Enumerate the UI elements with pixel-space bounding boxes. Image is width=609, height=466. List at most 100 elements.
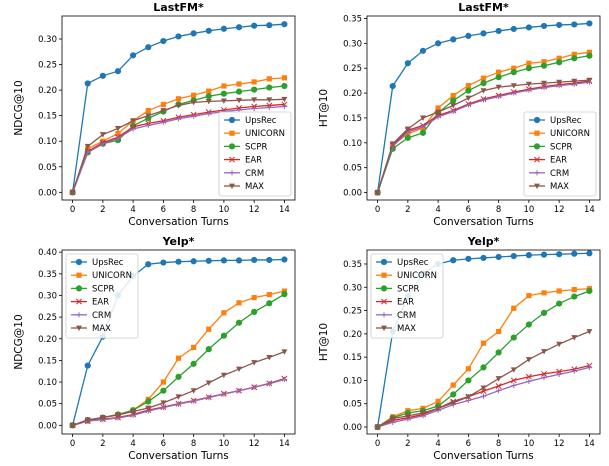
series-max [374, 77, 593, 196]
legend-swatch-marker [380, 285, 388, 292]
y-axis-label: HT@10 [318, 89, 330, 127]
y-tick-label: 0.20 [343, 89, 362, 99]
legend-swatch-marker [228, 143, 236, 150]
chart-svg: LastFM* 0.00 0.05 0.10 0.15 0.20 0.25 0.30 0.35 0… [318, 1, 601, 228]
series-crm [374, 79, 593, 196]
x-tick-label: 4 [435, 205, 440, 215]
legend-swatch-marker [381, 325, 387, 331]
data-point [191, 113, 197, 119]
legend-item: EAR [529, 156, 567, 166]
data-point [556, 55, 562, 61]
data-point [130, 126, 136, 132]
legend-item: UpsRec [71, 258, 124, 268]
data-point [266, 97, 273, 103]
series-crm [374, 364, 593, 430]
y-tick-label: 0.25 [38, 61, 57, 71]
data-point [480, 385, 487, 391]
chart-svg: Yelp* 0.00 0.05 0.10 0.15 0.20 0.25 0.30 0.35 0.4… [13, 235, 296, 462]
data-point [84, 417, 91, 423]
legend-label: SCPR [245, 142, 267, 152]
data-point [114, 126, 121, 132]
data-point [115, 135, 121, 141]
data-point [510, 252, 517, 260]
data-point [220, 98, 227, 104]
data-point [541, 370, 547, 377]
data-point [175, 116, 182, 122]
legend-label: SCPR [550, 142, 572, 152]
data-point [435, 114, 441, 120]
legend-swatch-marker [76, 325, 82, 331]
legend-item: SCPR [224, 142, 267, 152]
data-point [495, 74, 502, 81]
data-point [450, 108, 456, 115]
data-point [496, 93, 502, 100]
legend-item: EAR [224, 156, 262, 166]
data-point [206, 326, 212, 332]
data-point [571, 250, 578, 257]
legend-swatch-marker [75, 285, 83, 292]
data-point [511, 305, 517, 311]
legend-label: MAX [245, 182, 264, 192]
data-point [525, 24, 532, 31]
data-point [510, 25, 517, 33]
legend-label: MAX [397, 324, 416, 334]
data-point [495, 27, 502, 35]
x-tick-label: 0 [70, 439, 75, 449]
data-point [420, 124, 426, 130]
chart-title: Yelp* [162, 235, 195, 248]
data-point [526, 378, 532, 384]
data-point [450, 92, 456, 99]
legend-item: SCPR [71, 284, 114, 294]
data-point [205, 93, 212, 100]
data-point [450, 103, 457, 109]
series-max [374, 329, 593, 431]
data-point [130, 118, 137, 124]
data-point [175, 96, 182, 102]
legend-swatch-marker [229, 156, 235, 163]
legend-label: UNICORN [92, 271, 132, 281]
data-point [496, 69, 502, 75]
data-point [266, 84, 273, 91]
data-point [419, 410, 426, 417]
data-point [235, 257, 243, 264]
chart-title: Yelp* [467, 235, 500, 248]
chart-title: LastFM* [153, 1, 204, 14]
data-point [251, 384, 257, 390]
legend-swatch-marker [381, 312, 387, 318]
legend-swatch-marker [228, 116, 236, 124]
y-tick-label: 0.25 [343, 307, 362, 317]
y-tick-label: 0.30 [343, 283, 362, 293]
legend-label: EAR [92, 298, 109, 308]
y-tick-label: 0.40 [38, 248, 57, 258]
x-tick-label: 8 [191, 205, 196, 215]
chart-panel-yelp-ndcg: Yelp* 0.00 0.05 0.10 0.15 0.20 0.25 0.30 0.35 0.4… [0, 234, 300, 466]
data-point [235, 88, 243, 95]
x-tick-label: 12 [249, 439, 260, 449]
legend-swatch-marker [534, 130, 540, 136]
y-tick-label: 0.20 [38, 335, 57, 345]
data-point [495, 376, 502, 382]
data-point [571, 368, 577, 374]
data-point [525, 81, 532, 88]
data-point [450, 391, 457, 398]
data-point [465, 255, 472, 262]
data-point [586, 20, 593, 27]
x-tick-label: 14 [279, 205, 290, 215]
data-point [160, 379, 166, 385]
data-point [495, 84, 502, 91]
data-point [281, 75, 288, 81]
x-tick-label: 4 [130, 439, 135, 449]
data-point [571, 21, 578, 28]
data-point [266, 291, 272, 298]
data-point [175, 355, 182, 361]
data-point [556, 59, 563, 66]
data-point [220, 332, 227, 339]
data-point [175, 33, 182, 40]
data-point [540, 62, 548, 69]
x-tick-label: 0 [375, 439, 380, 449]
data-point [145, 261, 152, 268]
data-point [266, 76, 272, 82]
legend: UpsRec UNICORN SCPR EAR CRM MAX [370, 253, 444, 339]
legend-swatch-marker [533, 116, 541, 124]
